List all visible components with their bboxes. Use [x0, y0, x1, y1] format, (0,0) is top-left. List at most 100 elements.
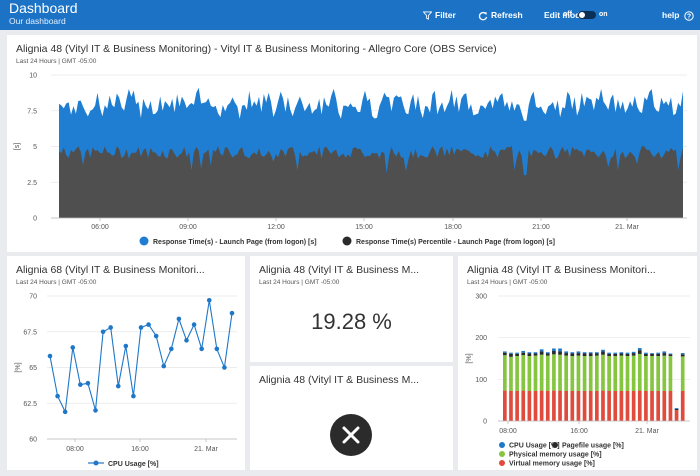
memory-usage-chart: 0 100 200 300 [%] 08:00 16:00 21. Mar CPU Usage … [466, 294, 690, 468]
physical-memory-bar [539, 354, 544, 391]
toggle-off-label: off [563, 11, 572, 18]
virtual-memory-bar [656, 391, 661, 421]
cpu-usage-bar [668, 353, 673, 355]
x-tick-label: 16:00 [570, 428, 588, 435]
cpu-usage-bar [533, 352, 538, 354]
legend-label: Response Time(s) Percentile - Launch Pag… [356, 239, 555, 246]
pagefile-bar [601, 351, 605, 355]
cpu-usage-chart: 60 62.5 65 67.5 70 [%] 08:00 16:00 21. Mar CPU Us… [15, 294, 237, 468]
virtual-memory-bar [619, 391, 624, 421]
cpu-usage-line [49, 300, 233, 414]
pagefile-bar [644, 353, 648, 356]
legend-label: Virtual memory usage [%] [509, 461, 595, 468]
y-tick-label: 100 [475, 377, 487, 384]
virtual-memory-bar [558, 390, 562, 421]
cpu-usage-bar [680, 353, 685, 355]
memory-usage-panel: Alignia 48 (Vityl IT & Business Monitori… [458, 256, 697, 470]
cpu-usage-bar [582, 352, 587, 354]
physical-memory-bar [680, 356, 685, 391]
cpu-data-point [214, 346, 220, 352]
cpu-data-point [153, 333, 159, 339]
pagefile-bar [631, 353, 636, 356]
physical-memory-bar [558, 354, 562, 391]
x-tick-label: 21:00 [532, 224, 550, 231]
cpu-usage-bar [674, 408, 679, 409]
virtual-memory-bar [503, 390, 507, 421]
virtual-memory-bar [515, 391, 519, 421]
cpu-data-point [184, 338, 189, 343]
physical-memory-bar [552, 354, 556, 391]
virtual-memory-bar [595, 391, 599, 421]
physical-memory-bar [515, 356, 519, 391]
cpu-usage-bar [509, 352, 513, 354]
x-tick-label: 15:00 [355, 224, 373, 231]
virtual-memory-bar [552, 390, 556, 421]
panel-subtitle: Last 24 Hours | GMT -05:00 [16, 279, 97, 286]
svg-text:?: ? [687, 13, 691, 20]
legend-marker [552, 442, 558, 448]
cpu-data-point [123, 343, 129, 349]
pagefile-bar [582, 353, 587, 356]
physical-memory-bar [582, 356, 587, 391]
legend-label: Physical memory usage [%] [509, 452, 602, 459]
filter-icon [422, 11, 433, 21]
pagefile-bar [595, 353, 599, 356]
legend-marker [139, 236, 149, 246]
cpu-usage-bar [527, 352, 532, 354]
cpu-usage-bar [545, 352, 550, 354]
edit-mode-label: Edit mode [544, 10, 586, 20]
cpu-data-point [169, 346, 174, 352]
refresh-label: Refresh [491, 10, 523, 20]
error-icon [330, 414, 372, 456]
virtual-memory-bar [607, 391, 611, 421]
pagefile-bar [552, 351, 556, 355]
cpu-data-point [146, 322, 151, 327]
physical-memory-bar [662, 355, 667, 391]
legend-label: CPU Usage [%] [108, 461, 159, 468]
refresh-button[interactable]: Refresh [478, 9, 523, 21]
cpu-usage-bar [558, 348, 562, 352]
pagefile-bar [674, 408, 679, 411]
pagefile-bar [680, 354, 685, 357]
help-label: help [662, 10, 680, 20]
virtual-memory-bar [582, 391, 587, 421]
help-button[interactable]: help ? [662, 9, 694, 21]
physical-memory-bar [631, 355, 636, 391]
x-tick-label: 16:00 [131, 446, 149, 453]
legend-marker [499, 442, 505, 448]
y-tick-label: 0 [483, 419, 487, 426]
x-tick-label: 21. Mar [635, 428, 659, 435]
x-tick-label: 21. Mar [615, 224, 639, 231]
virtual-memory-bar [662, 391, 667, 421]
x-tick-label: 08:00 [66, 446, 84, 453]
cpu-usage-bar [503, 351, 507, 353]
y-tick-label: 300 [475, 294, 487, 301]
virtual-memory-bar [588, 391, 593, 421]
physical-memory-bar [656, 356, 661, 391]
virtual-memory-bar [576, 391, 581, 421]
panel-subtitle: Last 24 Hours | GMT -05:00 [16, 58, 97, 65]
virtual-memory-bar [644, 391, 648, 421]
y-axis-label: [%] [466, 353, 473, 363]
virtual-memory-bar [539, 390, 544, 421]
virtual-memory-bar [625, 391, 630, 421]
x-tick-label: 21. Mar [194, 446, 218, 453]
cpu-usage-bar [570, 352, 575, 354]
filter-button[interactable]: Filter [422, 9, 456, 21]
legend-label: Response Time(s) - Launch Page (from log… [153, 239, 317, 246]
pagefile-bar [607, 353, 611, 356]
cpu-usage-bar [631, 351, 636, 354]
legend-marker [342, 236, 352, 246]
y-axis-label: [%] [15, 362, 22, 372]
cpu-usage-bar [644, 352, 648, 354]
edit-mode-toggle[interactable] [578, 11, 596, 19]
cpu-data-point [55, 393, 60, 399]
physical-memory-bar [545, 355, 550, 391]
pagefile-bar [662, 353, 667, 356]
cpu-usage-bar [595, 352, 599, 354]
physical-memory-bar [607, 356, 611, 391]
physical-memory-bar [576, 355, 581, 391]
cpu-data-point [206, 297, 212, 303]
virtual-memory-bar [631, 391, 636, 421]
legend-label: CPU Usage [%] [509, 443, 560, 450]
